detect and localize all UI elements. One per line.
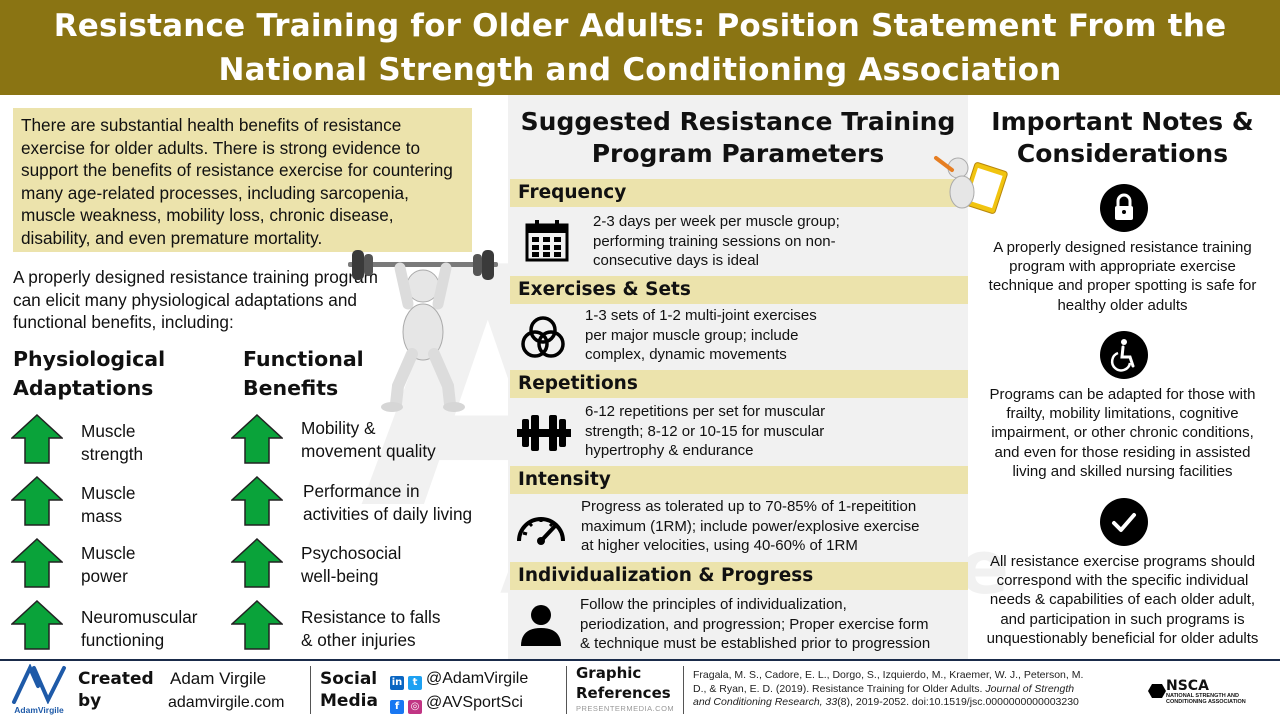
graphic-source: PRESENTERMEDIA.COM [576,704,675,713]
linkedin-icon: in [390,676,404,690]
person-icon [521,605,561,646]
social-media-label: Social Media [320,669,378,711]
title-line-2: National Strength and Conditioning Assoc… [218,51,1062,88]
title-line-1: Resistance Training for Older Adults: Po… [53,7,1227,44]
clipboard-figure-illustration [934,156,1008,214]
benefit-label: Neuromuscular functioning [81,607,198,650]
param-heading-exercises: Exercises & Sets [510,276,968,304]
physiological-heading: Physiological Adaptations [13,347,166,400]
benefit-label: Muscle power [81,543,136,586]
wheelchair-icon [1100,331,1148,379]
lock-icon [1100,184,1148,232]
author-name: Adam Virgile [170,669,267,688]
header-banner: Resistance Training for Older Adults: Po… [0,0,1280,95]
benefit-label: Mobility & movement quality [301,418,436,461]
param-heading-repetitions: Repetitions [510,370,968,398]
up-arrow-icon [231,414,283,464]
param-text-repetitions: 6-12 repetitions per set for muscular str… [585,403,826,459]
website-link[interactable]: adamvirgile.com [168,694,285,711]
benefit-label: Resistance to falls & other injuries [301,607,441,650]
benefit-label: Performance in activities of daily living [303,481,473,524]
note-text-individual: All resistance exercise programs should c… [986,553,1259,647]
up-arrow-icon [231,476,283,526]
logo-text: AdamVirgile [14,705,64,715]
up-arrow-icon [11,538,63,588]
citation: Fragala, M. S., Cadore, E. L., Dorgo, S.… [693,669,1084,708]
dumbbell-icon [517,415,571,451]
param-text-frequency: 2-3 days per week per muscle group; perfo… [593,213,840,269]
up-arrow-icon [11,476,63,526]
param-heading-individualization: Individualization & Progress [510,562,968,590]
footer-separator [683,666,684,714]
footer-separator [566,666,567,714]
speedometer-icon [517,517,565,545]
up-arrow-icon [231,600,283,650]
param-heading-frequency: Frequency [510,179,968,207]
param-text-intensity: Progress as tolerated up to 70-85% of 1-… [581,498,920,554]
weightlifter-illustration [348,250,498,412]
lead-text: A properly designed resistance training … [13,267,378,332]
calendar-icon [525,220,569,262]
param-text-individualization: Follow the principles of individualizati… [580,596,931,652]
social-handle-1[interactable]: in t @AdamVirgile [390,670,529,690]
benefit-label: Muscle strength [81,421,144,464]
instagram-icon: ◎ [408,700,422,714]
venn-circles-icon [521,316,565,358]
benefit-label: Psychosocial well-being [301,543,402,586]
benefit-label: Muscle mass [81,483,136,526]
functional-heading: Functional Benefits [243,347,364,400]
param-heading-intensity: Intensity [510,466,968,494]
intro-box: There are substantial health benefits of… [13,108,472,252]
twitter-icon: t [408,676,422,690]
created-by-label: Created by [78,669,154,711]
parameters-title: Suggested Resistance Training Program Pa… [520,107,956,168]
footer-divider [0,659,1280,661]
graphic-references-label: Graphic References [576,664,671,702]
checkmark-icon [1100,498,1148,546]
nsca-emblem-icon [1148,684,1166,698]
up-arrow-icon [11,600,63,650]
up-arrow-icon [231,538,283,588]
notes-title: Important Notes & Considerations [991,107,1254,168]
social-handle-2[interactable]: f ◎ @AVSportSci [390,692,523,714]
adamvirgile-logo-icon [12,664,66,704]
facebook-icon: f [390,700,404,714]
note-text-adaptation: Programs can be adapted for those with fr… [989,386,1256,480]
up-arrow-icon [11,414,63,464]
footer-separator [310,666,311,714]
param-text-exercises: 1-3 sets of 1-2 multi-joint exercises per… [585,307,817,363]
note-text-safety: A properly designed resistance training p… [988,239,1257,314]
footer [0,661,1280,720]
